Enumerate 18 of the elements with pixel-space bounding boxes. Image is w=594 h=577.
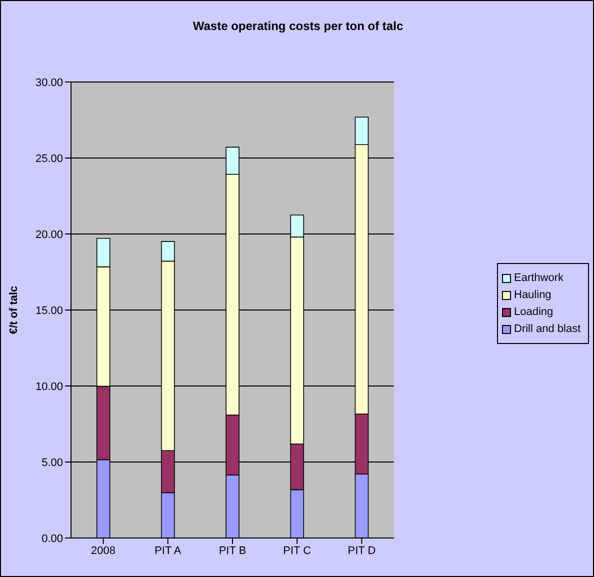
y-tick-label: 25.00: [35, 152, 63, 165]
legend-label: Hauling: [514, 289, 552, 301]
legend-label: Drill and blast: [514, 323, 581, 335]
x-tick-label: 2008: [91, 544, 116, 557]
x-tick-label: PIT D: [348, 544, 376, 557]
y-tick-label: 20.00: [35, 228, 63, 241]
y-tick-label: 0.00: [42, 532, 63, 545]
legend-label: Earthwork: [514, 272, 564, 284]
y-tick-label: 15.00: [35, 304, 63, 317]
x-tick-label: PIT B: [218, 544, 246, 557]
y-axis-title: €/t of talc: [8, 286, 20, 334]
x-tick-label: PIT C: [283, 544, 312, 557]
y-tick-label: 10.00: [35, 380, 63, 393]
y-tick-label: 5.00: [42, 456, 63, 469]
y-tick-label: 30.00: [35, 76, 63, 89]
legend-label: Loading: [514, 306, 554, 318]
chart-title: Waste operating costs per ton of talc: [192, 19, 404, 33]
x-tick-label: PIT A: [154, 544, 182, 557]
